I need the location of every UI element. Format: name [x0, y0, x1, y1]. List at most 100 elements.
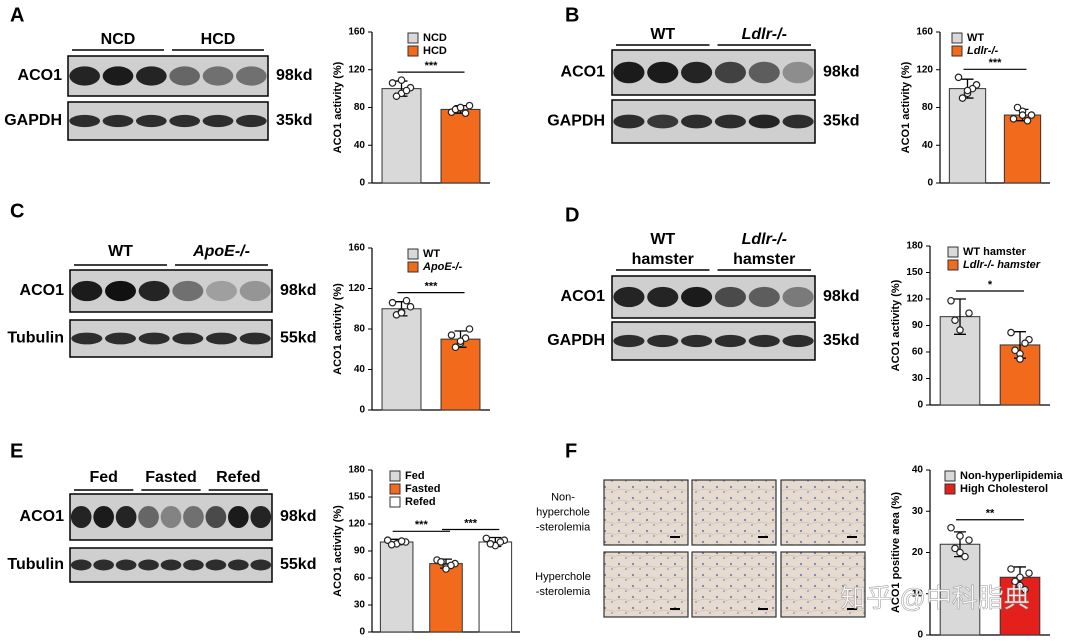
blot-band — [681, 334, 713, 348]
group-label: Fasted — [145, 469, 197, 486]
blot-band — [138, 559, 159, 571]
legend-swatch — [389, 470, 401, 482]
blot-band — [236, 66, 267, 86]
blot-band — [647, 61, 679, 84]
group-label: Ldlr-/- — [742, 231, 787, 248]
legend-swatch — [407, 261, 419, 273]
image-row-label-line: -sterolemia — [536, 586, 591, 598]
y-tick-label: 120 — [348, 283, 365, 294]
legend-swatch — [944, 483, 956, 495]
y-tick-label: 40 — [354, 140, 366, 151]
y-tick-label: 90 — [354, 546, 366, 557]
blot-band — [239, 332, 271, 345]
blot-strip — [67, 55, 269, 97]
data-point — [961, 552, 969, 561]
data-point — [1016, 355, 1024, 363]
data-point — [1027, 111, 1036, 119]
blot-band — [136, 66, 167, 86]
blot-strip — [611, 99, 816, 144]
data-point — [963, 86, 972, 95]
blot-strip — [611, 275, 816, 319]
legend-label: Ldlr-/- — [967, 45, 998, 57]
blot-band — [183, 505, 204, 529]
image-row-label-line: Hyperchole — [535, 571, 591, 583]
data-point — [387, 540, 396, 549]
legend-label: Ldlr-/- hamster — [963, 259, 1041, 271]
data-point — [1023, 116, 1032, 125]
data-point — [456, 103, 465, 112]
y-axis-label: ACO1 activity (%) — [332, 505, 344, 597]
blot-band — [250, 505, 272, 529]
legend-label: NCD — [423, 32, 447, 44]
significance-label: *** — [415, 519, 429, 531]
legend-swatch — [947, 246, 959, 258]
blot-band — [228, 559, 249, 571]
data-point — [1011, 346, 1019, 355]
legend-label: High Cholesterol — [960, 483, 1048, 495]
y-tick-label: 150 — [348, 492, 365, 503]
size-label: 35kd — [823, 113, 859, 130]
data-point — [451, 343, 460, 352]
data-point — [1013, 103, 1022, 112]
image-row-label-line: Non- — [551, 491, 575, 503]
y-axis-label: ACO1 activity (%) — [890, 279, 902, 371]
blot-band — [681, 114, 713, 129]
legend-label: Refed — [405, 496, 436, 508]
y-tick-label: 160 — [348, 27, 365, 38]
blot-band — [206, 332, 237, 345]
blot-band — [647, 334, 679, 348]
data-point — [465, 101, 474, 110]
data-point — [496, 538, 505, 546]
legend-swatch — [407, 248, 419, 260]
blot-band — [202, 66, 234, 86]
size-label: 55kd — [280, 330, 316, 347]
y-tick-label: 30 — [912, 506, 924, 517]
group-label: Refed — [216, 469, 260, 486]
blot-band — [70, 559, 92, 571]
histology-image — [603, 551, 689, 618]
bar — [379, 541, 414, 633]
data-point — [965, 309, 973, 317]
legend-swatch — [947, 259, 959, 271]
row-label: ACO1 — [18, 67, 63, 84]
y-tick-label: 80 — [354, 102, 366, 113]
blot-strip — [69, 319, 273, 358]
legend-label: Fed — [405, 470, 425, 482]
image-row-label-line: -sterolemia — [536, 521, 591, 533]
size-label: 98kd — [823, 288, 859, 305]
y-axis-label: ACO1 activity (%) — [332, 283, 344, 375]
row-label: Tubulin — [7, 556, 64, 573]
group-label: WT — [108, 243, 133, 260]
blot-band — [613, 334, 645, 348]
legend-swatch — [951, 32, 963, 44]
y-tick-label: 160 — [348, 243, 365, 254]
y-tick-label: 60 — [912, 347, 924, 358]
blot-band — [183, 559, 204, 571]
blot-band — [205, 559, 227, 571]
y-tick-label: 0 — [359, 627, 365, 638]
histology-image — [691, 479, 777, 546]
blot-strip — [69, 269, 273, 313]
group-label: ApoE-/- — [192, 243, 250, 260]
size-label: 98kd — [276, 67, 312, 84]
blot-band — [69, 114, 100, 128]
group-label: hamster — [733, 251, 795, 268]
blot-band — [169, 114, 201, 128]
y-axis-label: ACO1 activity (%) — [900, 61, 912, 153]
legend-label: Fasted — [405, 483, 440, 495]
data-point — [956, 326, 964, 334]
data-point — [402, 86, 411, 95]
panel-letter: C — [10, 200, 24, 222]
blot-band — [714, 114, 746, 129]
group-label: Fed — [89, 469, 117, 486]
data-point — [397, 537, 406, 545]
blot-band — [105, 280, 136, 302]
legend-swatch — [389, 496, 401, 508]
blot-band — [71, 332, 103, 345]
y-tick-label: 180 — [348, 465, 365, 476]
blot-band — [202, 114, 234, 128]
blot-band — [172, 332, 204, 345]
data-point — [392, 92, 401, 100]
y-tick-label: 180 — [906, 241, 923, 252]
